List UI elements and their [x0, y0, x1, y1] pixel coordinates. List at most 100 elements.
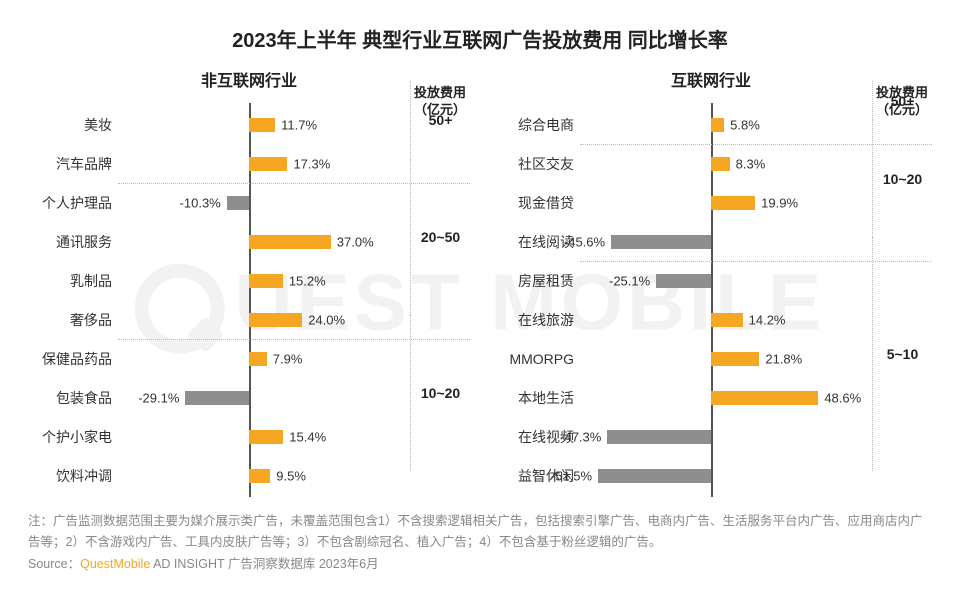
category-label: 乳制品 — [28, 271, 118, 291]
spend-group: 20~50 — [410, 159, 470, 315]
bar — [249, 157, 287, 171]
bar-zone: 48.6% — [580, 378, 872, 417]
spend-group-label: 10~20 — [421, 385, 460, 401]
bar-zone: 9.5% — [118, 456, 410, 495]
bar — [249, 274, 282, 288]
category-label: 通讯服务 — [28, 232, 118, 252]
value-label: 19.9% — [761, 195, 798, 210]
spend-group-label: 5~10 — [887, 346, 919, 362]
chart-row: 奢侈品 24.0% — [28, 300, 470, 339]
bar-zone: 11.7% — [118, 105, 410, 144]
bar-zone: 19.9% — [580, 183, 872, 222]
bar — [607, 430, 711, 444]
spend-group-label: 50+ — [429, 112, 453, 128]
bar — [249, 235, 330, 249]
category-label: 保健品药品 — [28, 349, 118, 369]
chart-container: 2023年上半年 典型行业互联网广告投放费用 同比增长率 非互联网行业 投放费用… — [0, 0, 960, 587]
bar-zone: 21.8% — [580, 339, 872, 378]
bar-zone: 37.0% — [118, 222, 410, 261]
bar-zone: -45.6% — [580, 222, 872, 261]
chart-row: 个人护理品 -10.3% — [28, 183, 470, 222]
value-label: 7.9% — [273, 351, 303, 366]
chart-row: 本地生活 48.6% — [490, 378, 932, 417]
chart-left: 非互联网行业 投放费用 （亿元） 美妆11.7%汽车品牌17.3%个人护理品-1… — [28, 67, 470, 495]
bar — [249, 313, 302, 327]
bar — [185, 391, 249, 405]
value-label: 11.7% — [281, 117, 317, 132]
value-label: 9.5% — [276, 468, 306, 483]
bar-zone: -25.1% — [580, 261, 872, 300]
chart-right: 互联网行业 投放费用 （亿元） 综合电商5.8%社区交友8.3%现金借贷19.9… — [490, 67, 932, 495]
category-label: MMORPG — [490, 351, 580, 367]
source-brand: QuestMobile — [80, 557, 150, 571]
value-label: 15.2% — [289, 273, 326, 288]
value-label: -10.3% — [180, 195, 221, 210]
bar-zone: 7.9% — [118, 339, 410, 378]
spend-group: 50+ — [410, 81, 470, 159]
source-line: Source：QuestMobile AD INSIGHT 广告洞察数据库 20… — [28, 554, 932, 575]
bar — [227, 196, 250, 210]
rows-left: 美妆11.7% 汽车品牌 17.3% 个人护理品 -10.3% 通讯服务 37.0% 乳制品 1… — [28, 105, 470, 495]
charts-wrap: 非互联网行业 投放费用 （亿元） 美妆11.7%汽车品牌17.3%个人护理品-1… — [28, 67, 932, 495]
chart-row: MMORPG 21.8% — [490, 339, 932, 378]
subtitle-right: 互联网行业 — [490, 67, 932, 91]
chart-row: 在线阅读-45.6% — [490, 222, 932, 261]
chart-row: 通讯服务 37.0% — [28, 222, 470, 261]
bar-zone: 17.3% — [118, 144, 410, 183]
bar-zone: 8.3% — [580, 144, 872, 183]
value-label: 21.8% — [765, 351, 802, 366]
category-label: 房屋租赁 — [490, 271, 580, 291]
chart-row: 在线视频-47.3% — [490, 417, 932, 456]
bar-zone: 15.4% — [118, 417, 410, 456]
bar-zone: 14.2% — [580, 300, 872, 339]
bar — [249, 430, 283, 444]
chart-row: 现金借贷 19.9% — [490, 183, 932, 222]
category-label: 包装食品 — [28, 388, 118, 408]
bar-zone: 5.8% — [580, 105, 872, 144]
category-label: 饮料冲调 — [28, 466, 118, 486]
rows-right: 综合电商5.8%社区交友8.3%现金借贷19.9%在线阅读-45.6%房屋租赁-… — [490, 105, 932, 495]
bar — [249, 352, 266, 366]
bar — [711, 118, 724, 132]
source-prefix: Source： — [28, 557, 80, 571]
subtitle-left: 非互联网行业 — [28, 67, 470, 91]
bar — [656, 274, 711, 288]
bar-zone: 24.0% — [118, 300, 410, 339]
category-label: 现金借贷 — [490, 193, 580, 213]
category-label: 本地生活 — [490, 388, 580, 408]
bar — [598, 469, 711, 483]
bar — [249, 118, 275, 132]
category-label: 奢侈品 — [28, 310, 118, 330]
chart-row: 益智休闲-51.5% — [490, 456, 932, 495]
bar-zone: 15.2% — [118, 261, 410, 300]
category-label: 个人护理品 — [28, 193, 118, 213]
spend-group-label: 50+ — [891, 93, 915, 109]
chart-row: 房屋租赁 -25.1% — [490, 261, 932, 300]
chart-row: 个护小家电15.4% — [28, 417, 470, 456]
spend-group: 10~20 — [872, 120, 932, 237]
chart-row: 包装食品 -29.1% — [28, 378, 470, 417]
value-label: 17.3% — [293, 156, 330, 171]
bar — [711, 352, 759, 366]
spend-col-left: 50+ 20~50 10~20 — [410, 81, 470, 495]
category-label: 个护小家电 — [28, 427, 118, 447]
value-label: 24.0% — [308, 312, 345, 327]
value-label: 48.6% — [824, 390, 861, 405]
chart-row: 美妆11.7% — [28, 105, 470, 144]
category-label: 汽车品牌 — [28, 154, 118, 174]
bar — [711, 196, 755, 210]
bar-zone: -29.1% — [118, 378, 410, 417]
footnotes: 注：广告监测数据范围主要为媒介展示类广告，未覆盖范围包含1）不含搜索逻辑相关广告… — [28, 511, 932, 575]
chart-row: 饮料冲调 9.5% — [28, 456, 470, 495]
value-label: 8.3% — [736, 156, 766, 171]
bar — [711, 313, 742, 327]
chart-row: 乳制品 15.2% — [28, 261, 470, 300]
footnote-text: 注：广告监测数据范围主要为媒介展示类广告，未覆盖范围包含1）不含搜索逻辑相关广告… — [28, 511, 932, 552]
value-label: 37.0% — [337, 234, 374, 249]
value-label: 5.8% — [730, 117, 760, 132]
chart-row: 保健品药品 7.9% — [28, 339, 470, 378]
value-label: 14.2% — [749, 312, 786, 327]
spend-group: 50+ — [872, 81, 932, 120]
value-label: -29.1% — [138, 390, 179, 405]
value-label: -25.1% — [609, 273, 650, 288]
